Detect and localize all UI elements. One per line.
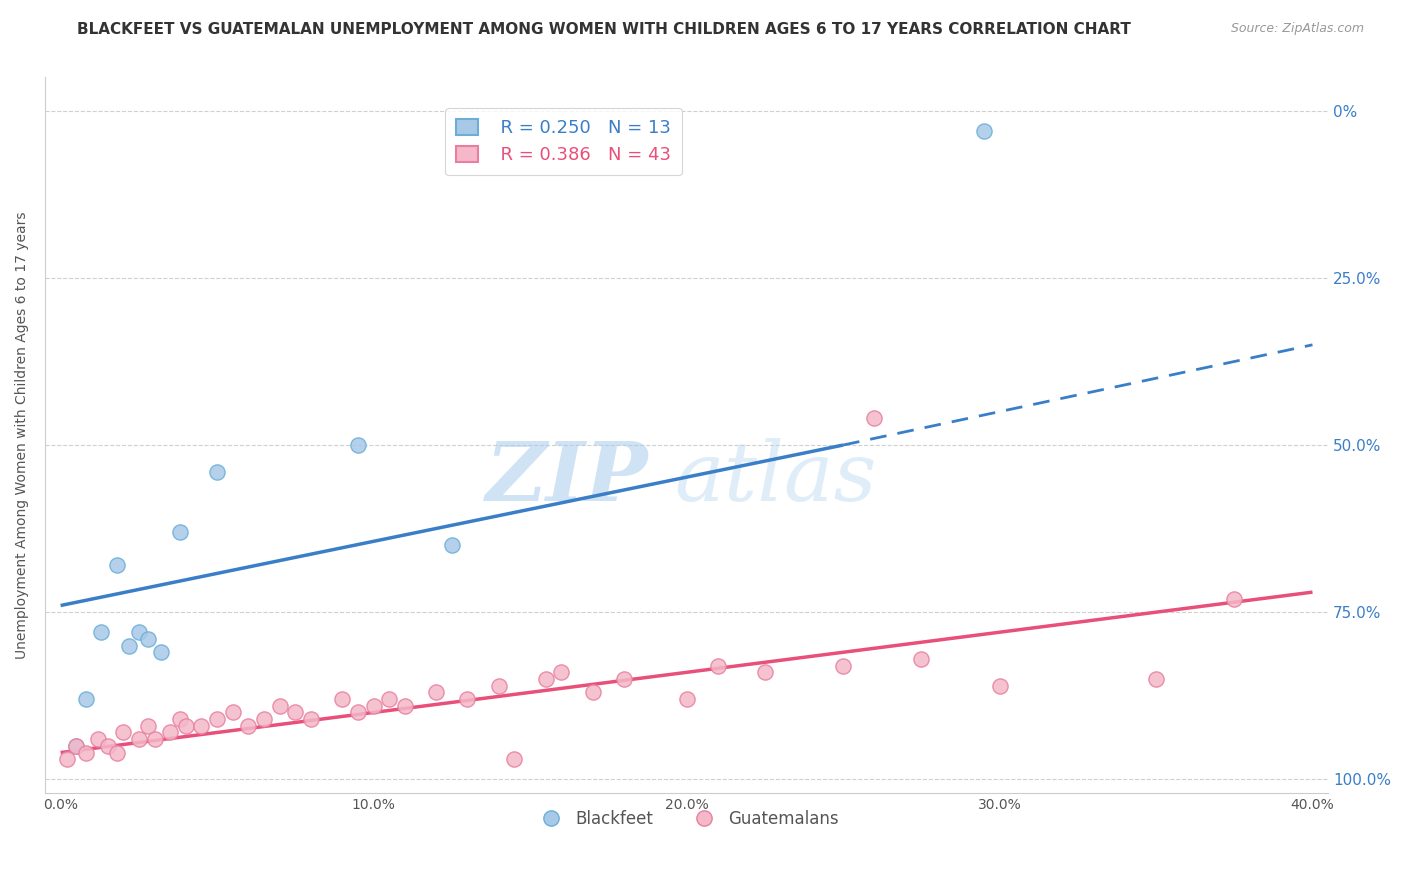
Point bbox=[1144, 672, 1167, 686]
Point bbox=[118, 639, 141, 653]
Point bbox=[75, 746, 97, 760]
Point bbox=[675, 692, 697, 706]
Point bbox=[440, 538, 463, 552]
Point bbox=[394, 698, 416, 713]
Text: BLACKFEET VS GUATEMALAN UNEMPLOYMENT AMONG WOMEN WITH CHILDREN AGES 6 TO 17 YEAR: BLACKFEET VS GUATEMALAN UNEMPLOYMENT AMO… bbox=[77, 22, 1132, 37]
Point bbox=[456, 692, 478, 706]
Point bbox=[425, 685, 447, 699]
Point bbox=[488, 679, 510, 693]
Text: Source: ZipAtlas.com: Source: ZipAtlas.com bbox=[1230, 22, 1364, 36]
Point bbox=[330, 692, 353, 706]
Point bbox=[503, 752, 526, 766]
Text: ZIP: ZIP bbox=[485, 438, 648, 518]
Point bbox=[613, 672, 636, 686]
Point bbox=[105, 746, 128, 760]
Point bbox=[534, 672, 557, 686]
Point bbox=[550, 665, 572, 680]
Point bbox=[105, 558, 128, 573]
Point bbox=[205, 712, 228, 726]
Point bbox=[169, 712, 191, 726]
Point bbox=[988, 679, 1011, 693]
Point bbox=[136, 719, 159, 733]
Point bbox=[97, 739, 120, 753]
Point bbox=[754, 665, 776, 680]
Point bbox=[149, 645, 172, 659]
Point bbox=[174, 719, 197, 733]
Point bbox=[347, 706, 370, 720]
Point bbox=[363, 698, 385, 713]
Point bbox=[190, 719, 212, 733]
Point bbox=[253, 712, 276, 726]
Point bbox=[65, 739, 87, 753]
Point bbox=[75, 692, 97, 706]
Point bbox=[910, 652, 932, 666]
Point bbox=[87, 732, 110, 747]
Point bbox=[169, 524, 191, 539]
Text: atlas: atlas bbox=[673, 438, 876, 518]
Point bbox=[205, 465, 228, 479]
Point bbox=[65, 739, 87, 753]
Y-axis label: Unemployment Among Women with Children Ages 6 to 17 years: Unemployment Among Women with Children A… bbox=[15, 211, 30, 659]
Point bbox=[238, 719, 260, 733]
Point bbox=[56, 752, 79, 766]
Point bbox=[284, 706, 307, 720]
Point bbox=[1223, 591, 1246, 606]
Point bbox=[136, 632, 159, 646]
Point bbox=[973, 124, 995, 138]
Point bbox=[90, 625, 112, 640]
Point bbox=[299, 712, 322, 726]
Legend: Blackfeet, Guatemalans: Blackfeet, Guatemalans bbox=[527, 803, 846, 834]
Point bbox=[112, 725, 135, 739]
Point bbox=[128, 732, 150, 747]
Point bbox=[347, 438, 370, 452]
Point bbox=[832, 658, 855, 673]
Point bbox=[128, 625, 150, 640]
Point bbox=[143, 732, 166, 747]
Point bbox=[582, 685, 605, 699]
Point bbox=[707, 658, 730, 673]
Point bbox=[863, 411, 886, 425]
Point bbox=[222, 706, 245, 720]
Point bbox=[269, 698, 291, 713]
Point bbox=[159, 725, 181, 739]
Point bbox=[378, 692, 401, 706]
